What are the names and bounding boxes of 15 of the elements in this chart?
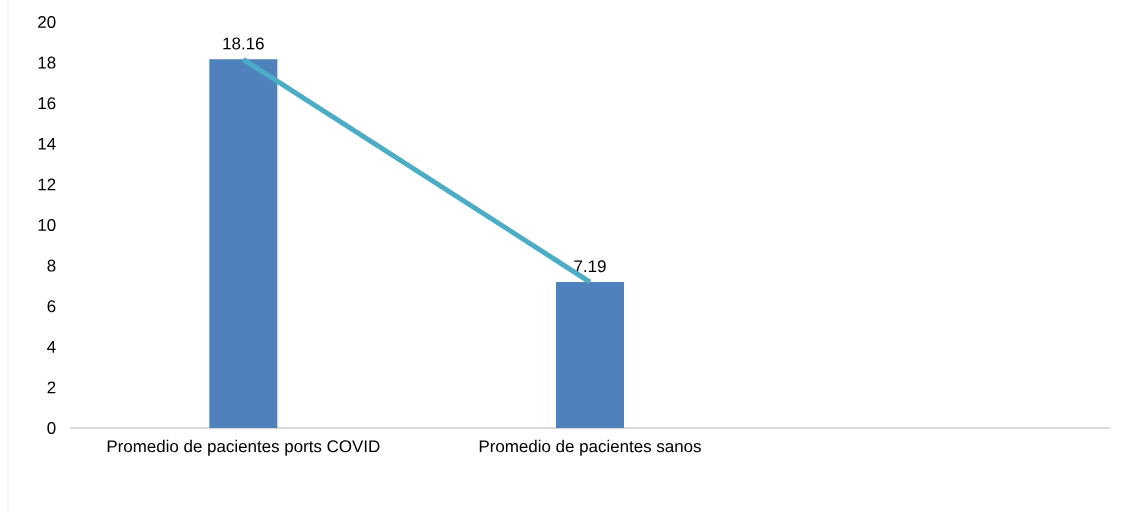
data-label: 18.16 (223, 37, 264, 50)
y-tick-label: 18 (38, 56, 56, 69)
y-tick-label: 4 (47, 340, 56, 353)
y-tick-label: 20 (38, 16, 56, 28)
y-tick-label: 12 (38, 178, 56, 191)
y-tick-label: 16 (38, 97, 56, 110)
x-tick-label: Promedio de pacientes sanos (479, 439, 701, 456)
y-tick-label: 2 (47, 381, 56, 394)
y-tick-label: 10 (38, 219, 56, 231)
y-tick-label: 0 (47, 422, 56, 434)
y-tick-label: 8 (47, 259, 56, 272)
y-tick-label: 6 (47, 300, 56, 313)
data-label: 7.19 (574, 260, 606, 273)
x-tick-label: Promedio de pacientes ports COVID (107, 439, 380, 456)
y-tick-label: 14 (38, 137, 56, 150)
